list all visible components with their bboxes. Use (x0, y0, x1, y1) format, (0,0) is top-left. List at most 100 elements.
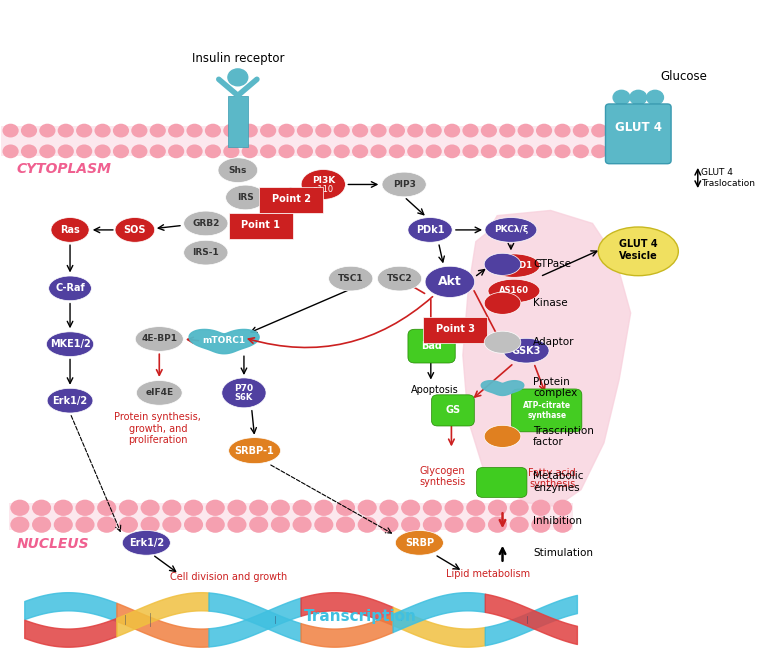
Text: Insulin receptor: Insulin receptor (192, 52, 284, 65)
Circle shape (97, 499, 116, 516)
Circle shape (10, 516, 29, 533)
Circle shape (573, 145, 589, 158)
Text: TSC2: TSC2 (387, 274, 413, 283)
Ellipse shape (484, 292, 521, 314)
Circle shape (466, 499, 485, 516)
Circle shape (119, 516, 138, 533)
Circle shape (131, 124, 147, 138)
Circle shape (553, 499, 572, 516)
Text: IRS: IRS (237, 193, 254, 202)
Circle shape (184, 499, 203, 516)
FancyBboxPatch shape (408, 329, 455, 363)
Circle shape (370, 124, 387, 138)
Text: Protein
complex: Protein complex (533, 377, 578, 398)
Circle shape (423, 516, 442, 533)
Circle shape (613, 91, 630, 104)
Ellipse shape (229, 437, 280, 464)
Circle shape (131, 145, 147, 158)
Text: Point 1: Point 1 (241, 220, 280, 230)
Text: Kinase: Kinase (533, 298, 567, 308)
Circle shape (76, 124, 92, 138)
Circle shape (296, 124, 313, 138)
Circle shape (271, 499, 290, 516)
Text: Glycogen
synthesis: Glycogen synthesis (419, 466, 465, 488)
Ellipse shape (382, 172, 427, 197)
Ellipse shape (329, 266, 373, 291)
Ellipse shape (136, 381, 182, 405)
Circle shape (510, 516, 529, 533)
Circle shape (610, 145, 626, 158)
Text: Point 3: Point 3 (436, 324, 475, 334)
Circle shape (168, 145, 184, 158)
Polygon shape (481, 381, 524, 396)
Circle shape (531, 516, 551, 533)
Circle shape (444, 499, 464, 516)
Text: Transcription: Transcription (303, 609, 417, 624)
Circle shape (227, 499, 246, 516)
Ellipse shape (504, 338, 549, 363)
Circle shape (39, 145, 55, 158)
Text: TSC1: TSC1 (338, 274, 363, 283)
FancyBboxPatch shape (431, 395, 474, 426)
Circle shape (536, 124, 552, 138)
Circle shape (510, 499, 529, 516)
Text: CYTOPLASM: CYTOPLASM (17, 162, 112, 177)
Circle shape (336, 516, 355, 533)
Ellipse shape (598, 227, 678, 276)
Text: Ras: Ras (60, 225, 80, 235)
Ellipse shape (301, 170, 346, 200)
Text: ATP-citrate
synthase: ATP-citrate synthase (523, 401, 571, 420)
Circle shape (352, 124, 368, 138)
Circle shape (610, 124, 626, 138)
Text: PDk1: PDk1 (416, 225, 444, 235)
Circle shape (95, 124, 111, 138)
Circle shape (591, 124, 608, 138)
Circle shape (39, 124, 55, 138)
Circle shape (314, 516, 333, 533)
Circle shape (21, 124, 37, 138)
Circle shape (499, 145, 515, 158)
Text: GLUT 4
Vesicle: GLUT 4 Vesicle (619, 239, 658, 261)
Circle shape (76, 145, 92, 158)
Circle shape (463, 145, 479, 158)
Text: Inhibition: Inhibition (533, 516, 582, 526)
Ellipse shape (484, 253, 521, 275)
Text: GLUT 4: GLUT 4 (614, 121, 661, 134)
Circle shape (401, 499, 420, 516)
Circle shape (444, 145, 460, 158)
Circle shape (223, 124, 239, 138)
Text: Stimulation: Stimulation (533, 548, 593, 558)
Circle shape (488, 499, 507, 516)
Circle shape (463, 124, 479, 138)
Text: Point 2: Point 2 (272, 194, 311, 204)
Polygon shape (189, 329, 259, 354)
Circle shape (32, 516, 51, 533)
Ellipse shape (485, 218, 537, 243)
Circle shape (293, 516, 312, 533)
Circle shape (389, 145, 405, 158)
Text: Akt: Akt (438, 275, 462, 288)
Circle shape (2, 145, 18, 158)
Circle shape (279, 145, 295, 158)
Text: S6K: S6K (235, 393, 253, 402)
Text: SOS: SOS (124, 225, 146, 235)
Circle shape (162, 499, 182, 516)
Ellipse shape (122, 531, 170, 555)
Text: GLUT 4
Traslocation: GLUT 4 Traslocation (701, 168, 755, 188)
Circle shape (75, 499, 95, 516)
Circle shape (205, 124, 221, 138)
Text: PI3K: PI3K (312, 176, 335, 185)
Text: Cell division and growth: Cell division and growth (170, 572, 287, 582)
Circle shape (186, 124, 203, 138)
Ellipse shape (226, 185, 266, 210)
Circle shape (54, 516, 73, 533)
Text: 4E-BP1: 4E-BP1 (141, 334, 177, 344)
Ellipse shape (49, 276, 92, 301)
Text: Apoptosis: Apoptosis (410, 385, 458, 394)
Circle shape (184, 516, 203, 533)
Circle shape (466, 516, 485, 533)
Text: Erk1/2: Erk1/2 (52, 396, 88, 406)
Circle shape (162, 516, 182, 533)
Circle shape (206, 516, 225, 533)
FancyBboxPatch shape (512, 389, 582, 432)
